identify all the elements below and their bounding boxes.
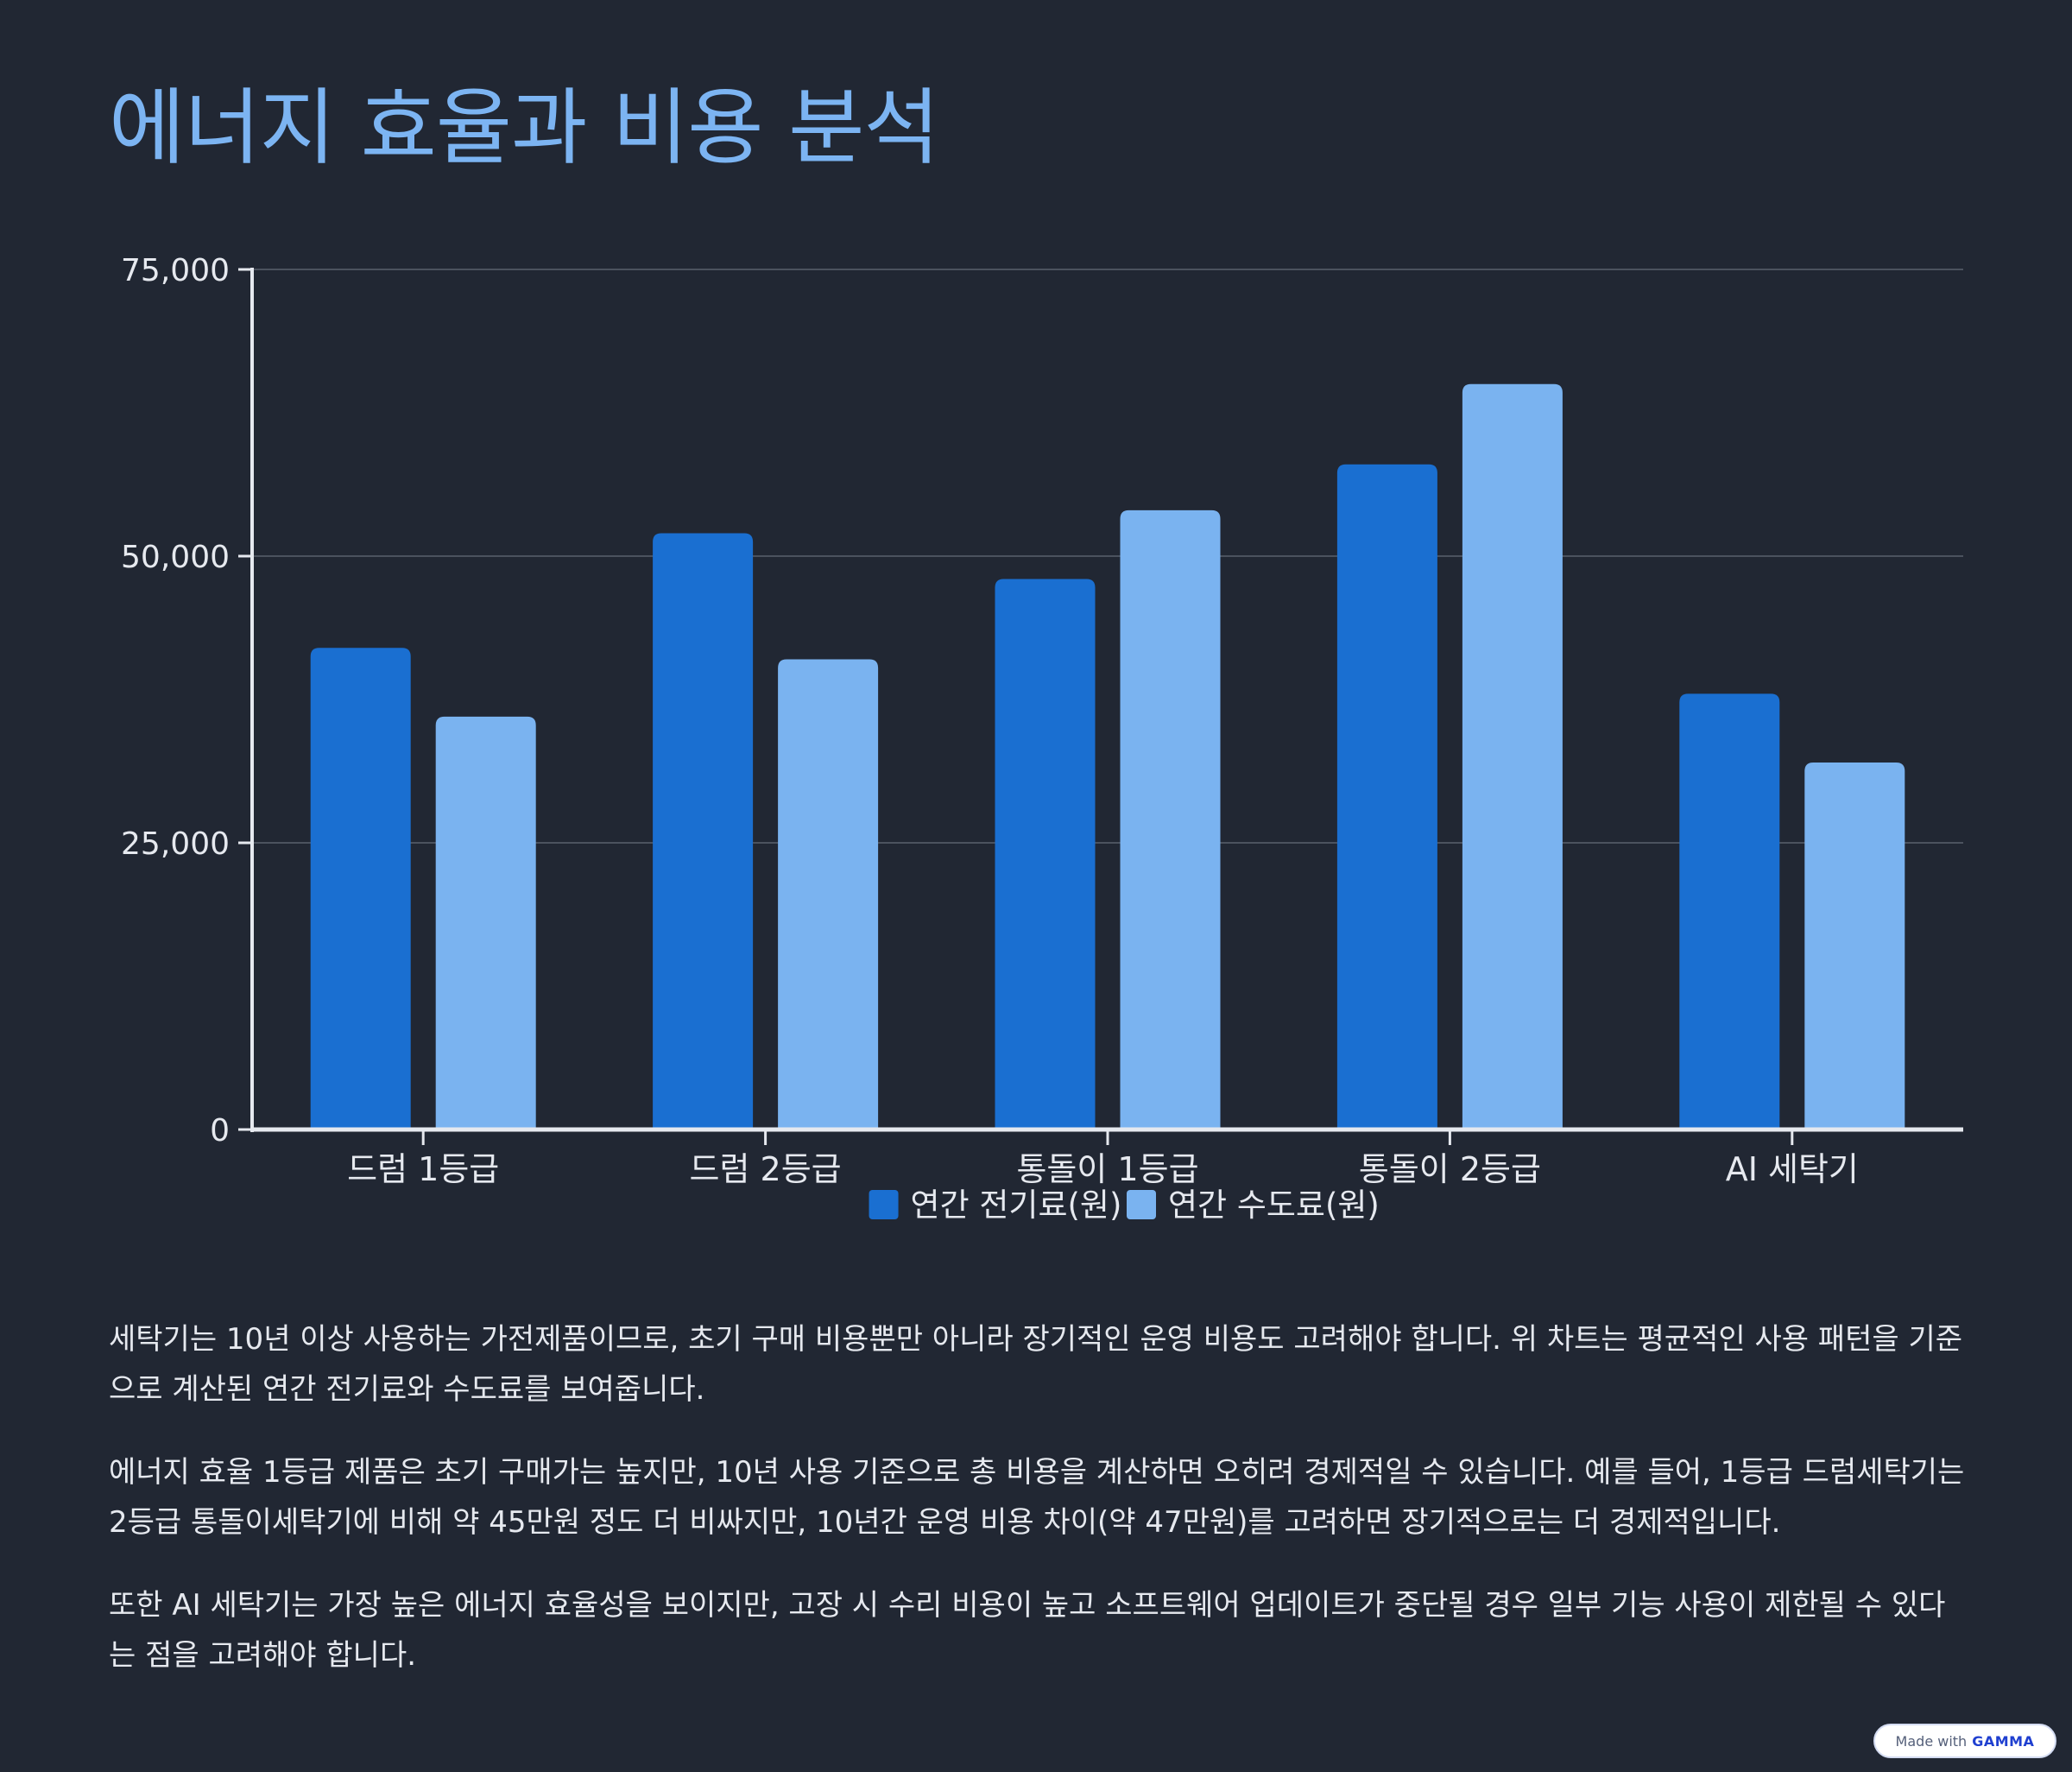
paragraph-2: 에너지 효율 1등급 제품은 초기 구매가는 높지만, 10년 사용 기준으로 … (109, 1455, 1965, 1540)
bar-1-드럼-1등급 (310, 648, 411, 1130)
legend-label-1: 연간 전기료(원) (911, 1187, 1122, 1224)
y-tick-label: 25,000 (121, 826, 230, 862)
legend-swatch-2 (1127, 1190, 1156, 1219)
badge-made-with-label: Made with (1895, 1732, 1968, 1750)
bar-2-통돌이-1등급 (1120, 509, 1221, 1130)
bar-2-통돌이-2등급 (1462, 383, 1563, 1130)
bar-1-ai-세탁기 (1679, 693, 1780, 1130)
bar-2-드럼-2등급 (778, 659, 879, 1130)
y-tick-label: 0 (210, 1113, 230, 1149)
x-tick-label: 통돌이 2등급 (1359, 1150, 1541, 1188)
bar-chart: 0 25,000 50,000 75,000 드럼 1등급 드럼 2등급 통돌이 1등급 통돌… (121, 253, 1963, 1224)
x-tick-label: 드럼 2등급 (690, 1150, 842, 1188)
page-title: 에너지 효율과 비용 분석 (109, 79, 940, 176)
x-tick-label: 드럼 1등급 (347, 1150, 499, 1188)
paragraph-3: 또한 AI 세탁기는 가장 높은 에너지 효율성을 보이지만, 고장 시 수리 … (109, 1588, 1946, 1673)
bar-1-드럼-2등급 (653, 533, 754, 1130)
bar-1-통돌이-2등급 (1336, 464, 1437, 1130)
made-with-gamma-badge[interactable]: Made with GAMMA (1873, 1724, 2056, 1758)
x-tick-label: 통돌이 1등급 (1016, 1150, 1198, 1188)
y-tick-label: 50,000 (121, 540, 230, 575)
x-tick-label: AI 세탁기 (1726, 1150, 1859, 1188)
y-tick-label: 75,000 (121, 253, 230, 288)
gamma-logo: GAMMA (1972, 1732, 2035, 1750)
legend-swatch-1 (869, 1190, 899, 1219)
bar-2-ai-세탁기 (1804, 763, 1905, 1130)
paragraph-1: 세탁기는 10년 이상 사용하는 가전제품이므로, 초기 구매 비용뿐만 아니라… (109, 1322, 1963, 1407)
bar-2-드럼-1등급 (435, 716, 536, 1130)
description: 세탁기는 10년 이상 사용하는 가전제품이므로, 초기 구매 비용뿐만 아니라… (109, 1314, 1965, 1713)
legend-label-2: 연간 수도료(원) (1168, 1187, 1380, 1224)
bar-1-통돌이-1등급 (995, 579, 1096, 1130)
